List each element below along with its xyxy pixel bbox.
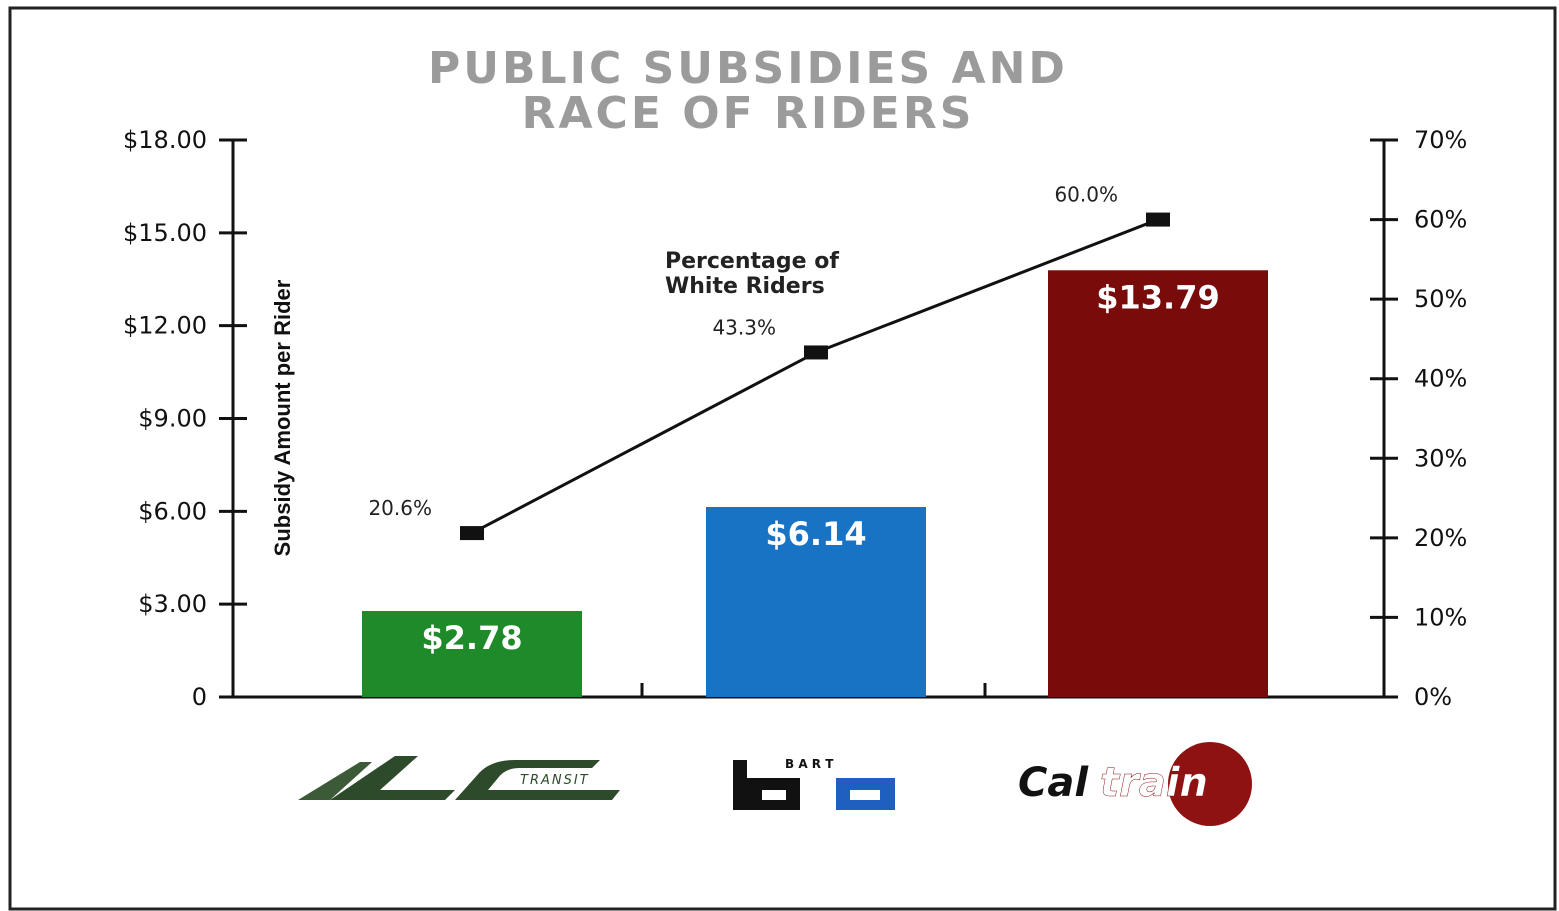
bart-logo-a-stem bbox=[880, 778, 895, 810]
line-point-marker bbox=[1146, 212, 1170, 227]
y2-tick-label: 20% bbox=[1414, 524, 1467, 552]
bar bbox=[706, 507, 926, 697]
actransit-letter-c bbox=[455, 760, 620, 800]
y-tick-label-left: $18.00 bbox=[123, 126, 207, 154]
line-point-marker bbox=[460, 526, 484, 541]
bart-logo-b-bowl bbox=[747, 778, 800, 810]
actransit-logo-text: TRANSIT bbox=[520, 773, 590, 788]
y-tick-label-left: $12.00 bbox=[123, 312, 207, 340]
line-point-label: 20.6% bbox=[368, 496, 432, 520]
bart-logo: B A R T bbox=[733, 757, 895, 810]
bar bbox=[362, 610, 582, 697]
line-point-label: 60.0% bbox=[1054, 183, 1118, 207]
caltrain-logo-circle bbox=[1168, 742, 1252, 826]
y2-tick-label: 50% bbox=[1414, 285, 1467, 313]
caltrain-logo-text-right: train bbox=[1100, 760, 1208, 806]
line-point-label: 43.3% bbox=[712, 315, 776, 339]
y-tick-label-left: $6.00 bbox=[138, 497, 207, 525]
y2-tick-label: 60% bbox=[1414, 206, 1467, 234]
y2-tick-label: 10% bbox=[1414, 603, 1467, 631]
bar-value-label: $13.79 bbox=[1096, 278, 1219, 316]
bar-value-label: $6.14 bbox=[765, 515, 866, 553]
y-tick-label-left: $3.00 bbox=[138, 590, 207, 618]
y2-tick-label: 30% bbox=[1414, 444, 1467, 472]
chart-title-line-1: PUBLIC SUBSIDIES AND bbox=[428, 43, 1068, 94]
y-axis-title: Subsidy Amount per Rider bbox=[270, 279, 295, 556]
y-tick-label-left: $9.00 bbox=[138, 405, 207, 433]
line-point-marker bbox=[804, 345, 828, 360]
y-tick-label-left: $15.00 bbox=[123, 219, 207, 247]
caltrain-logo: Cal train bbox=[1018, 742, 1252, 826]
y2-tick-label: 0% bbox=[1414, 683, 1452, 711]
y2-tick-label: 40% bbox=[1414, 365, 1467, 393]
chart-title-line-2: RACE OF RIDERS bbox=[522, 88, 975, 139]
line-series-label-1: Percentage of bbox=[665, 249, 839, 274]
y-ticks-left: 0 $3.00 $6.00 $9.00 $12.00 $15.00 $18.00 bbox=[123, 126, 247, 711]
bar-value-label: $2.78 bbox=[421, 619, 522, 657]
bart-logo-text: B A R T bbox=[785, 757, 834, 771]
bar bbox=[1048, 270, 1268, 697]
y-ticks-right: 0% 10% 20% 30% 40% 50% 60% 70% bbox=[1370, 126, 1467, 711]
chart-border bbox=[8, 6, 1557, 911]
line-series-group: 20.6% 43.3% 60.0% bbox=[368, 183, 1170, 541]
actransit-letter-a bbox=[330, 756, 455, 800]
bart-logo-b-stem bbox=[733, 760, 747, 810]
caltrain-logo-text-left: Cal bbox=[1018, 760, 1089, 806]
y2-tick-label: 70% bbox=[1414, 126, 1467, 154]
actransit-logo: TRANSIT bbox=[298, 756, 620, 800]
actransit-stripe-1 bbox=[298, 762, 372, 800]
line-series-label-2: White Riders bbox=[665, 274, 825, 299]
bars-group: $2.78 $6.14 $13.79 bbox=[362, 270, 1268, 697]
y-tick-label-left: 0 bbox=[192, 683, 207, 711]
